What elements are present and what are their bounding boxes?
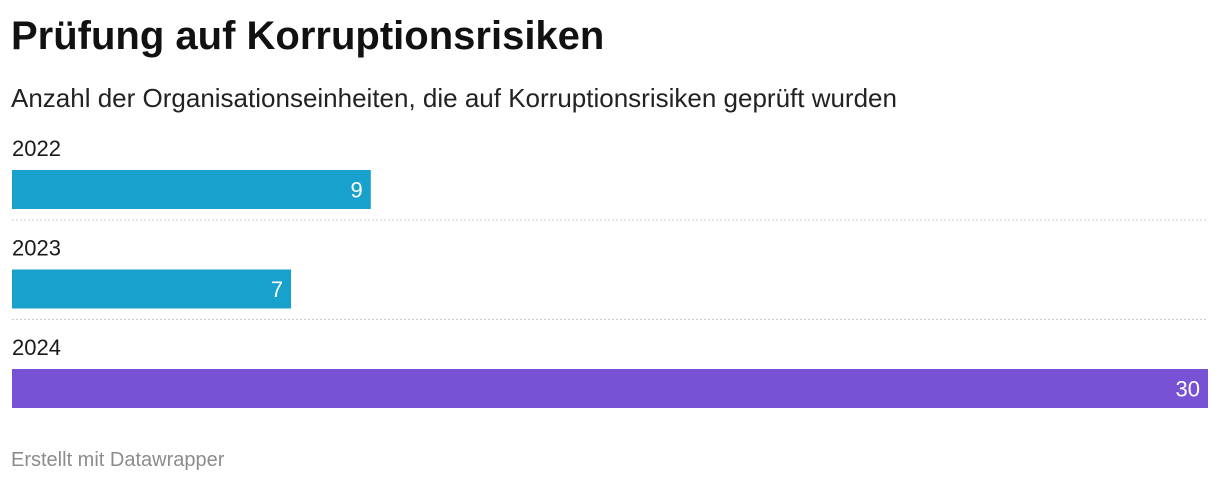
bar-2022 bbox=[12, 170, 371, 209]
bar-2024 bbox=[12, 369, 1208, 408]
bar-2023 bbox=[12, 269, 292, 309]
value-label-2023: 7 bbox=[271, 277, 283, 302]
category-label-2023: 2023 bbox=[12, 236, 61, 261]
datawrapper-credit: Erstellt mit Datawrapper bbox=[11, 449, 225, 471]
category-label-2022: 2022 bbox=[12, 136, 61, 161]
chart-subtitle: Anzahl der Organisationseinheiten, die a… bbox=[11, 83, 897, 113]
value-label-2022: 9 bbox=[351, 178, 363, 203]
chart-title: Prüfung auf Korruptionsrisiken bbox=[11, 14, 605, 58]
category-label-2024: 2024 bbox=[12, 335, 61, 360]
value-label-2024: 30 bbox=[1176, 377, 1200, 402]
